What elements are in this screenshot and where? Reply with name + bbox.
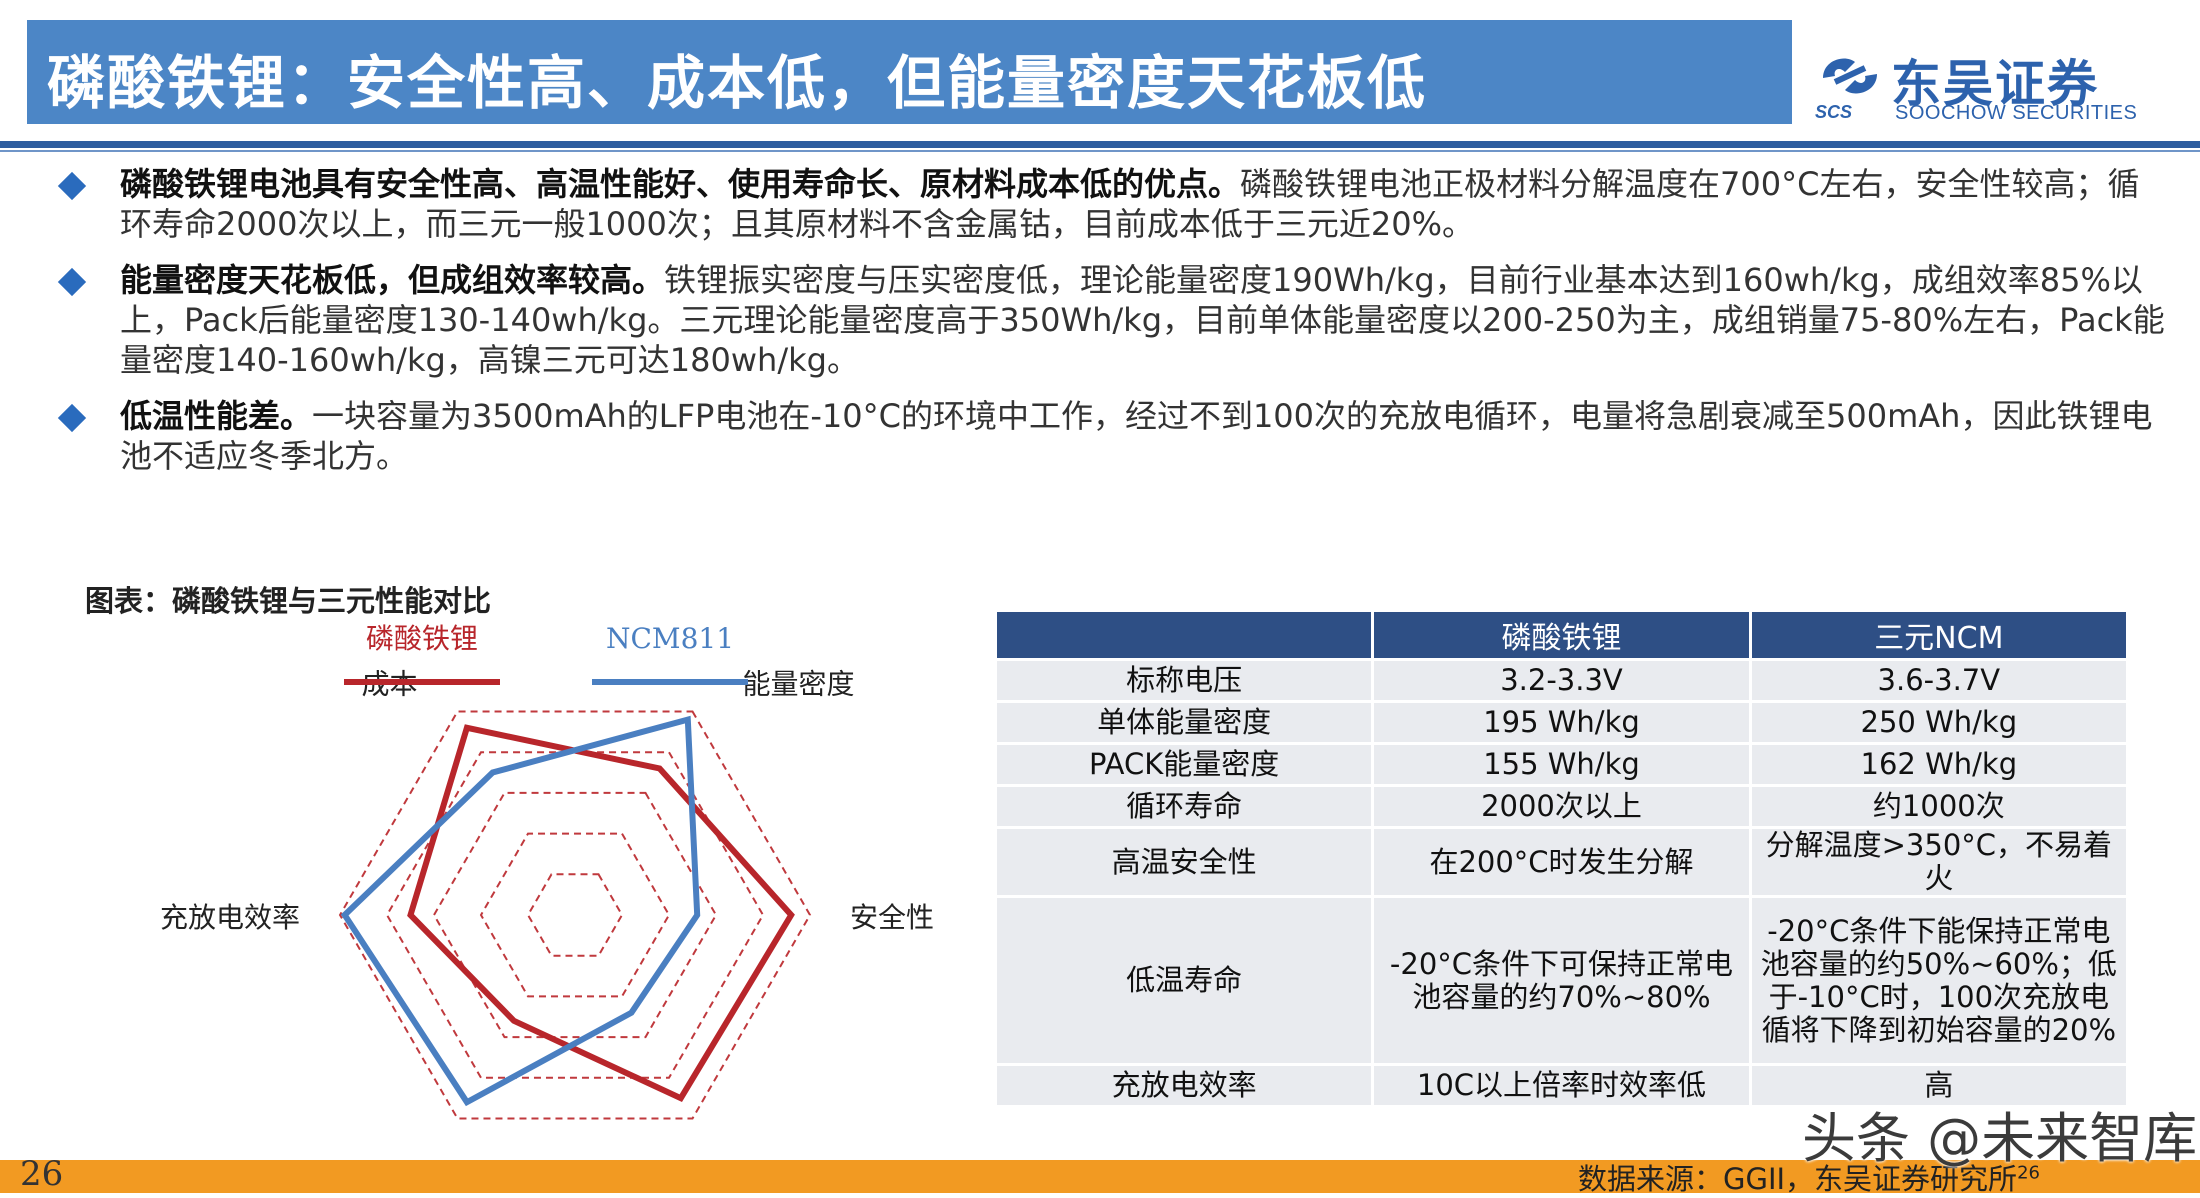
- source-page: 26: [2017, 1162, 2040, 1184]
- bullet-body: 铁锂振实密度与压实密度低，理论能量密度190Wh/kg，目前行业基本达到160w…: [120, 261, 2165, 379]
- table-cell: 标称电压: [993, 658, 1375, 703]
- page-number: 26: [20, 1154, 64, 1194]
- table-cell: 162 Wh/kg: [1748, 742, 2130, 787]
- logo-abbr: SCS: [1815, 102, 1853, 122]
- table-cell: -20°C条件下能保持正常电池容量的约50%~60%；低于-10°C时，100次…: [1748, 895, 2130, 1066]
- header-divider: [0, 141, 2200, 148]
- table-cell: PACK能量密度: [993, 742, 1375, 787]
- table-cell: 155 Wh/kg: [1371, 742, 1752, 787]
- table-row: PACK能量密度 155 Wh/kg 162 Wh/kg: [993, 742, 2130, 787]
- table-cell: 高: [1748, 1063, 2130, 1108]
- table-header-cell: 磷酸铁锂: [1371, 609, 1752, 661]
- radar-axis-label: 安全性: [850, 901, 934, 934]
- radar-grid-ring: [385, 751, 765, 1079]
- logo-mark-icon: [1823, 58, 1877, 94]
- table-cell: 低温寿命: [993, 895, 1375, 1066]
- bullet-item: 能量密度天花板低，但成组效率较高。铁锂振实密度与压实密度低，理论能量密度190W…: [50, 260, 2170, 380]
- table-header-row: 磷酸铁锂 三元NCM: [993, 609, 2130, 661]
- source-text: 数据来源：GGII，东吴证券研究所: [1578, 1162, 2018, 1196]
- table-cell: -20°C条件下可保持正常电池容量的约70%~80%: [1371, 895, 1752, 1066]
- table-header-cell: 三元NCM: [1748, 609, 2130, 661]
- watermark: 头条 @未来智库: [1802, 1107, 2198, 1170]
- bullet-item: 磷酸铁锂电池具有安全性高、高温性能好、使用寿命长、原材料成本低的优点。磷酸铁锂电…: [50, 164, 2170, 244]
- company-logo: 东吴证券 SCS SOOCHOW SECURITIES: [1815, 48, 2137, 128]
- table-row: 高温安全性 在200°C时发生分解 分解温度>350°C，不易着火: [993, 826, 2130, 898]
- radar-chart: 能量密度安全性循环性低温性能充放电效率成本磷酸铁锂NCM811: [160, 622, 934, 1120]
- radar-grid-ring: [432, 791, 718, 1039]
- table-cell: 3.6-3.7V: [1748, 658, 2130, 703]
- radar-grid-ring: [479, 832, 671, 998]
- bullet-bold: 低温性能差。: [120, 397, 313, 435]
- legend-label: 磷酸铁锂: [366, 622, 478, 655]
- table-cell: 约1000次: [1748, 784, 2130, 829]
- table-cell: 2000次以上: [1371, 784, 1752, 829]
- radar-grid-ring: [526, 873, 624, 957]
- footer-bar: [0, 1160, 2200, 1193]
- table-cell: 250 Wh/kg: [1748, 700, 2130, 745]
- bullet-item: 低温性能差。一块容量为3500mAh的LFP电池在-10°C的环境中工作，经过不…: [50, 396, 2170, 476]
- bullet-bold: 磷酸铁锂电池具有安全性高、高温性能好、使用寿命长、原材料成本低的优点。: [120, 165, 1241, 203]
- table-cell: 10C以上倍率时效率低: [1371, 1063, 1752, 1108]
- table-row: 循环寿命 2000次以上 约1000次: [993, 784, 2130, 829]
- diamond-bullet-icon: [57, 267, 87, 297]
- bullet-body: 一块容量为3500mAh的LFP电池在-10°C的环境中工作，经过不到100次的…: [120, 397, 2153, 475]
- table-row: 标称电压 3.2-3.3V 3.6-3.7V: [993, 658, 2130, 703]
- table-row: 单体能量密度 195 Wh/kg 250 Wh/kg: [993, 700, 2130, 745]
- comparison-table-grid: 磷酸铁锂 三元NCM 标称电压 3.2-3.3V 3.6-3.7V 单体能量密度…: [993, 609, 2130, 1108]
- table-cell: 充放电效率: [993, 1063, 1375, 1108]
- bullet-bold: 能量密度天花板低，但成组效率较高。: [120, 261, 665, 299]
- radar-grid-ring: [338, 710, 812, 1120]
- table-cell: 循环寿命: [993, 784, 1375, 829]
- figure-title: 图表：磷酸铁锂与三元性能对比: [85, 584, 492, 618]
- table-cell: 高温安全性: [993, 826, 1375, 898]
- table-cell: 在200°C时发生分解: [1371, 826, 1752, 898]
- table-header-cell: [993, 609, 1375, 661]
- table-row: 低温寿命 -20°C条件下可保持正常电池容量的约70%~80% -20°C条件下…: [993, 895, 2130, 1066]
- table-cell: 3.2-3.3V: [1371, 658, 1752, 703]
- bullet-list: 磷酸铁锂电池具有安全性高、高温性能好、使用寿命长、原材料成本低的优点。磷酸铁锂电…: [50, 164, 2170, 492]
- radar-axis-label: 能量密度: [743, 668, 855, 701]
- table-cell: 分解温度>350°C，不易着火: [1748, 826, 2130, 898]
- radar-axis-label: 充放电效率: [160, 901, 300, 934]
- header-divider-thin: [0, 150, 2200, 152]
- radar-series-NCM811: [340, 715, 701, 1107]
- page-title: 磷酸铁锂：安全性高、成本低，但能量密度天花板低: [47, 49, 1428, 117]
- diamond-bullet-icon: [57, 171, 87, 201]
- bullet-body: 磷酸铁锂电池正极材料分解温度在700°C左右，安全性较高；循环寿命2000次以上…: [120, 165, 2140, 243]
- table-cell: 195 Wh/kg: [1371, 700, 1752, 745]
- diamond-bullet-icon: [57, 403, 87, 433]
- radar-series-磷酸铁锂: [407, 724, 795, 1103]
- legend-label: NCM811: [606, 622, 734, 655]
- table-row: 充放电效率 10C以上倍率时效率低 高: [993, 1063, 2130, 1108]
- logo-cn-text: 东吴证券: [1891, 55, 2099, 113]
- table-cell: 单体能量密度: [993, 700, 1375, 745]
- comparison-table: 磷酸铁锂 三元NCM 标称电压 3.2-3.3V 3.6-3.7V 单体能量密度…: [993, 609, 2130, 1108]
- source-note: 数据来源：GGII，东吴证券研究所26: [1578, 1156, 2040, 1198]
- logo-en-text: SOOCHOW SECURITIES: [1895, 102, 2138, 124]
- title-bar: 磷酸铁锂：安全性高、成本低，但能量密度天花板低: [27, 20, 1792, 124]
